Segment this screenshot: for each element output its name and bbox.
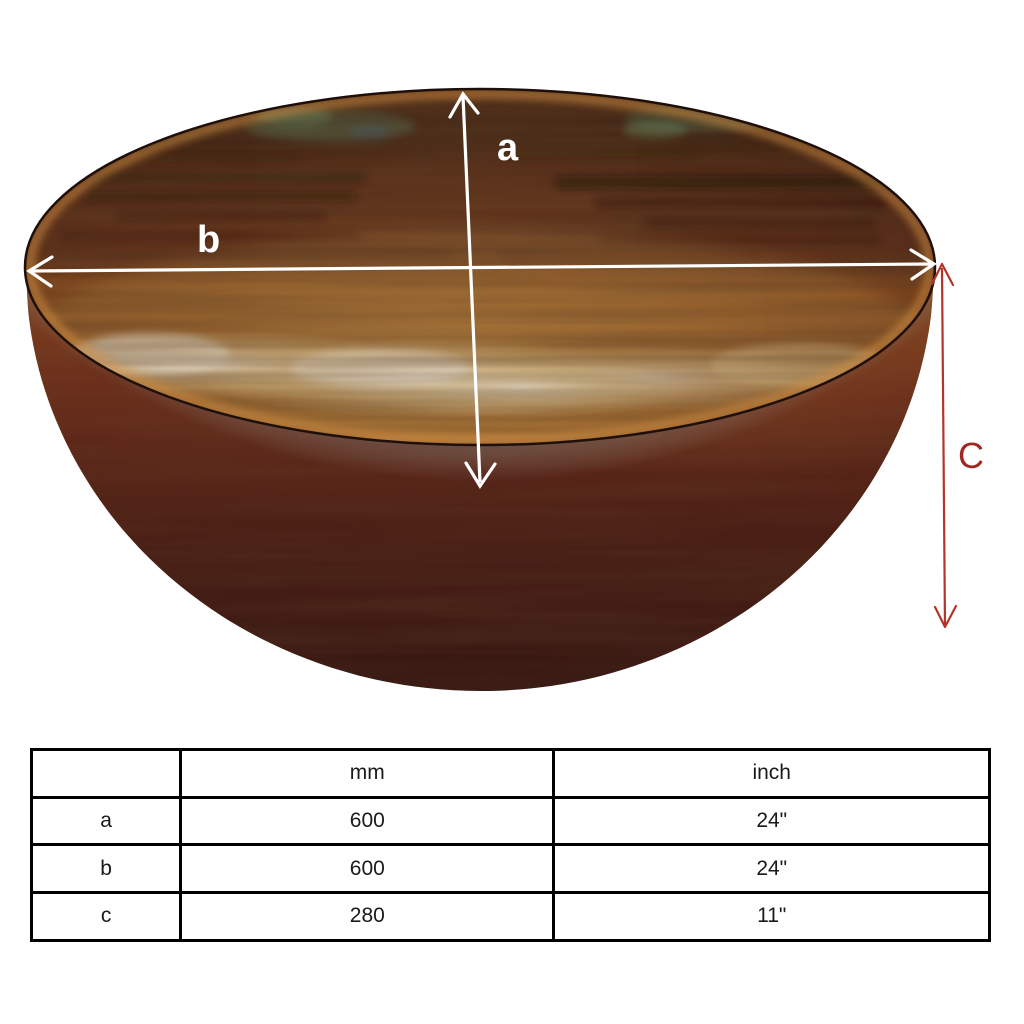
- svg-text:b: b: [197, 219, 220, 261]
- svg-text:C: C: [958, 435, 984, 476]
- svg-text:a: a: [497, 127, 519, 169]
